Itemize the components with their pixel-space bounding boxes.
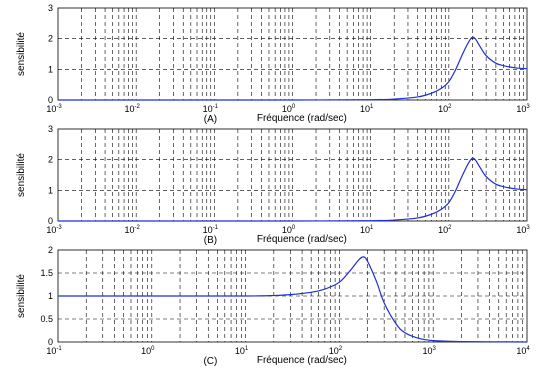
- x-tick-label: 103: [516, 225, 530, 235]
- chart-panel-3: 0 0.5 1 1.5 2 10-1 100 101 102 103 104 (C) Fréquence…: [16, 245, 530, 367]
- x-tick-label: 102: [329, 346, 343, 356]
- y-axis-label: sensibilité: [16, 274, 27, 318]
- series-line: [58, 256, 528, 343]
- x-tick-label: 10-1: [46, 346, 62, 356]
- y-tick-label: 3: [48, 124, 53, 134]
- x-axis-label: Fréquence (rad/sec): [257, 355, 347, 366]
- chart-panel-1: 0 1 2 3 10-3 10-2 10-1 100 101 102 103 (A) Fréquence…: [16, 3, 530, 125]
- series-line: [58, 157, 528, 222]
- series-line: [58, 36, 528, 101]
- x-axis-label: Fréquence (rad/sec): [257, 113, 347, 124]
- x-tick-label: 103: [516, 104, 530, 114]
- y-tick-label: 0.5: [40, 314, 53, 324]
- x-tick-label: 10-1: [203, 225, 219, 235]
- chart-panel-2: 0 1 2 3 10-3 10-2 10-1 100 101 102 103 (B) Fréquence…: [16, 124, 530, 246]
- y-tick-label: 2: [48, 155, 53, 165]
- x-tick-label: 101: [360, 225, 374, 235]
- y-tick-label: 1: [48, 64, 53, 74]
- x-axis-label: Fréquence (rad/sec): [257, 234, 347, 245]
- panel-label: (C): [203, 356, 217, 367]
- x-tick-label: 101: [235, 346, 249, 356]
- y-tick-label: 2: [48, 34, 53, 44]
- x-tick-label: 100: [282, 225, 296, 235]
- x-tick-label: 104: [516, 346, 530, 356]
- x-tick-label: 100: [141, 346, 155, 356]
- y-tick-label: 0: [48, 95, 53, 105]
- y-tick-label: 0: [48, 337, 53, 347]
- x-tick-label: 102: [438, 104, 452, 114]
- x-tick-label: 103: [423, 346, 437, 356]
- x-tick-label: 10-3: [46, 104, 62, 114]
- x-tick-label: 100: [282, 104, 296, 114]
- y-axis-label: sensibilité: [16, 32, 27, 76]
- y-tick-label: 3: [48, 3, 53, 13]
- panel-label: (A): [204, 114, 217, 125]
- x-tick-label: 102: [438, 225, 452, 235]
- y-tick-label: 2: [48, 245, 53, 255]
- x-tick-label: 10-2: [124, 225, 140, 235]
- panel-label: (B): [204, 235, 217, 246]
- x-tick-label: 101: [360, 104, 374, 114]
- y-tick-label: 1: [48, 291, 53, 301]
- y-tick-label: 1: [48, 185, 53, 195]
- x-tick-label: 10-1: [203, 104, 219, 114]
- x-tick-label: 10-3: [46, 225, 62, 235]
- y-axis-label: sensibilité: [16, 153, 27, 197]
- y-tick-label: 0: [48, 216, 53, 226]
- y-tick-label: 1.5: [40, 268, 53, 278]
- x-tick-label: 10-2: [124, 104, 140, 114]
